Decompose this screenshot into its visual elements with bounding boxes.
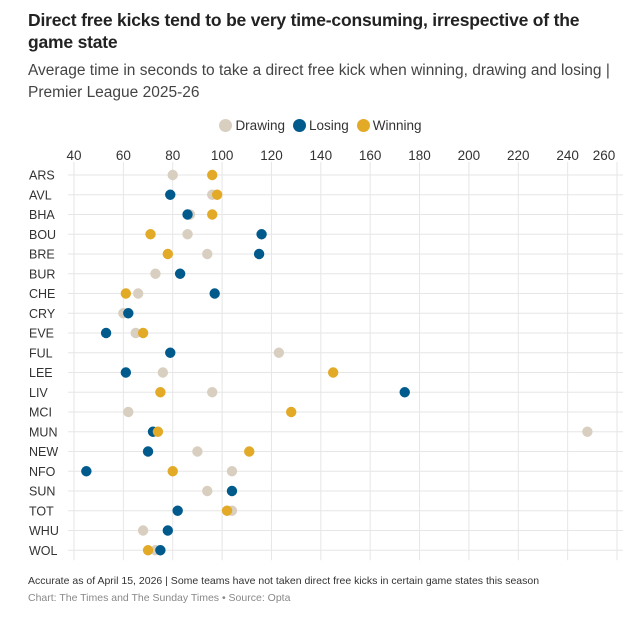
dot-losing-ful (165, 347, 176, 358)
dot-losing-wol (155, 545, 166, 556)
team-label: BRE (29, 248, 55, 262)
dot-losing-cry (123, 308, 134, 319)
dot-drawing-bou (182, 229, 193, 240)
team-label: SUN (29, 485, 55, 499)
dot-drawing-nfo (226, 466, 238, 477)
team-label: WOL (29, 544, 58, 558)
dot-drawing-whu (137, 525, 149, 536)
team-label: CHE (29, 287, 55, 301)
dot-losing-bha (182, 209, 193, 220)
dot-winning-nfo (167, 466, 178, 477)
x-tick-label: 100 (211, 148, 234, 163)
legend-swatch-drawing (219, 119, 233, 132)
horizontal-gridlines (68, 174, 623, 551)
dot-winning-bou (145, 229, 156, 240)
dot-losing-whu (162, 525, 173, 536)
vertical-gridlines (73, 162, 618, 561)
chart-subtitle: Average time in seconds to take a direct… (28, 62, 610, 101)
legend-swatch-losing (292, 119, 306, 132)
team-label: NEW (29, 445, 58, 459)
dot-drawing-liv (207, 387, 218, 398)
team-label: MCI (29, 406, 52, 420)
team-label: WHU (29, 524, 59, 538)
x-tick-label: 180 (408, 148, 431, 163)
dot-losing-new (142, 446, 154, 457)
dot-losing-che (209, 288, 220, 299)
data-points (81, 169, 593, 556)
dot-winning-ars (207, 169, 218, 181)
legend-item-winning[interactable]: Winning (356, 118, 422, 133)
dot-drawing-bur (150, 268, 161, 279)
team-label: BUR (29, 267, 55, 281)
team-label: AVL (29, 188, 52, 202)
team-label: CRY (29, 307, 56, 321)
team-label: LIV (29, 386, 48, 400)
dot-drawing-ful (273, 347, 285, 358)
x-tick-label: 220 (507, 148, 530, 163)
dot-losing-bre (253, 248, 265, 260)
dot-drawing-che (132, 288, 144, 299)
team-label: ARS (29, 169, 55, 183)
team-label: BOU (29, 228, 56, 242)
dot-winning-wol (142, 545, 154, 556)
team-label: EVE (29, 327, 54, 341)
dot-losing-bou (256, 229, 267, 240)
dot-winning-new (244, 446, 255, 457)
team-label: MUN (29, 425, 57, 439)
dot-losing-tot (172, 505, 183, 516)
legend-label-drawing: Drawing (235, 118, 285, 133)
x-tick-label: 240 (556, 148, 579, 163)
dot-losing-eve (100, 327, 112, 339)
x-tick-label: 260 (593, 148, 616, 163)
team-label: LEE (29, 366, 53, 380)
x-tick-label: 140 (310, 148, 333, 163)
footer-source: Chart: The Times and The Sunday Times • … (28, 592, 291, 604)
dot-drawing-bre (202, 248, 213, 260)
y-axis-team-labels: ARS AVL BHA BOU BRE BUR CHE CRY EVE FUL LEE LIV MCI M… (29, 169, 59, 558)
dot-drawing-mci (123, 406, 134, 418)
dot-winning-tot (221, 505, 233, 516)
dot-drawing-eve (130, 327, 141, 339)
dot-winning-avl (211, 189, 223, 200)
footer-note: Accurate as of April 15, 2026 | Some tea… (28, 575, 540, 587)
dot-losing-liv (399, 387, 410, 398)
dot-winning-mci (286, 406, 297, 418)
team-label: FUL (29, 346, 53, 360)
legend-label-losing: Losing (308, 118, 349, 133)
dot-drawing-lee (157, 367, 169, 378)
dot-losing-lee (120, 367, 132, 378)
legend-item-drawing[interactable]: Drawing (219, 118, 285, 133)
x-axis-tick-labels: 40 60 80 100 120 140 160 180 200 220 240 260 (66, 148, 615, 163)
dot-drawing-ars (167, 169, 178, 181)
chart-title: Direct free kicks tend to be very time-c… (28, 10, 580, 52)
team-label: TOT (29, 504, 54, 518)
legend-item-losing[interactable]: Losing (292, 118, 349, 133)
legend-label-winning: Winning (372, 118, 422, 133)
dot-winning-bre (162, 248, 173, 260)
legend: Drawing Losing Winning (0, 118, 641, 133)
dot-winning-bha (207, 209, 218, 220)
x-tick-label: 200 (458, 148, 481, 163)
dot-losing-bur (174, 268, 186, 279)
dot-winning-liv (155, 387, 166, 398)
dot-winning-mun (152, 426, 164, 437)
legend-swatch-winning (356, 119, 370, 132)
dot-winning-che (120, 288, 132, 299)
dot-plot: 40 60 80 100 120 140 160 180 200 220 240 260 ARS AVL… (29, 148, 623, 561)
x-tick-label: 60 (116, 148, 131, 163)
dot-losing-sun (226, 485, 238, 497)
dot-losing-nfo (81, 466, 92, 477)
team-label: NFO (29, 465, 56, 479)
dot-drawing-sun (202, 485, 213, 497)
dot-losing-avl (165, 189, 176, 200)
x-tick-label: 40 (66, 148, 81, 163)
team-label: BHA (29, 208, 55, 222)
x-tick-label: 160 (359, 148, 382, 163)
dot-drawing-new (192, 446, 203, 457)
x-tick-label: 80 (165, 148, 180, 163)
dot-winning-eve (137, 327, 149, 339)
x-tick-label: 120 (260, 148, 283, 163)
dot-winning-lee (327, 367, 339, 378)
dot-drawing-mun (582, 426, 593, 437)
